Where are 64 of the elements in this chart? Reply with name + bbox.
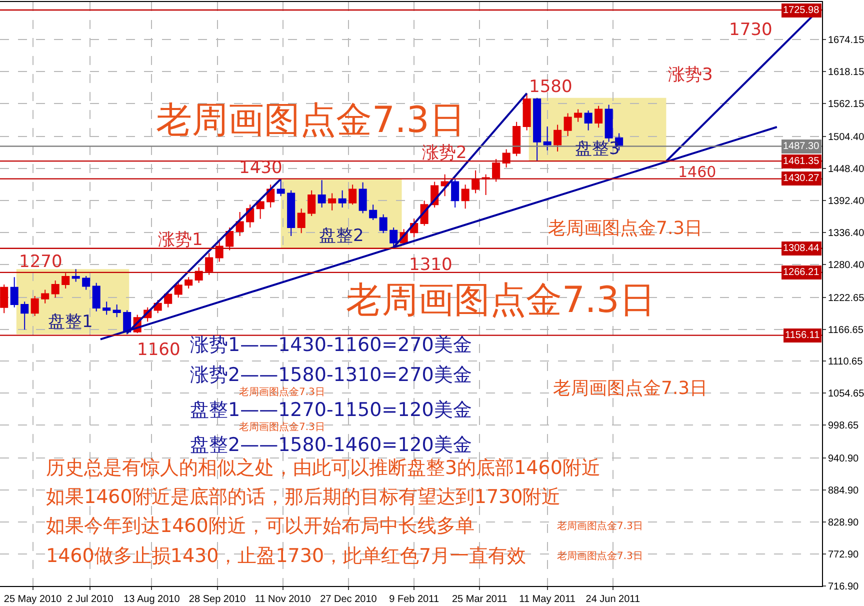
annotation: 1430 [239, 158, 282, 178]
annotation: 盘整2——1580-1460=120美金 [190, 434, 472, 456]
x-tick-label: 28 Sep 2010 [188, 594, 246, 605]
ref-line-label: 1156.11 [785, 330, 820, 341]
annotation: 1160 [137, 340, 180, 360]
annotation: 涨势1——1430-1160=270美金 [190, 334, 472, 356]
annotation: 1270 [19, 252, 62, 272]
y-tick-label: 1280.40 [828, 260, 864, 271]
annotation: 涨势2 [422, 143, 467, 163]
ref-line-label: 1266.21 [783, 267, 820, 278]
annotation: 涨势3 [668, 65, 713, 85]
annotation: 历史总是有惊人的相似之处，由此可以推断盘整3的底部1460附近 [46, 457, 600, 479]
annotation: 涨势2——1580-1310=270美金 [190, 364, 472, 386]
y-tick-label: 884.90 [828, 486, 860, 497]
y-tick-label: 998.65 [828, 420, 860, 432]
y-tick-label: 1166.65 [828, 324, 864, 336]
annotation: 老周画图点金7.3日 [156, 100, 466, 141]
x-tick-label: 24 Jun 2011 [586, 594, 640, 605]
ref-line-label: 1461.35 [783, 156, 820, 167]
x-tick-label: 27 Dec 2010 [320, 594, 378, 605]
x-tick-label: 11 Nov 2010 [254, 594, 312, 605]
y-tick-label: 1336.40 [828, 228, 864, 239]
annotation: 老周画图点金7.3日 [239, 421, 325, 433]
annotation: 1460 [678, 163, 716, 181]
ref-line-label: 1487.30 [783, 141, 820, 152]
y-tick-label: 1054.65 [828, 388, 864, 400]
annotation: 1310 [409, 255, 452, 275]
annotation: 老周画图点金7.3日 [346, 280, 656, 321]
x-tick-label: 25 Mar 2011 [452, 594, 508, 605]
x-tick-label: 9 Feb 2011 [389, 594, 440, 605]
y-tick-label: 828.90 [828, 518, 860, 529]
x-tick-label: 25 May 2010 [4, 594, 62, 605]
band-label: 盘整1 [48, 312, 93, 332]
ref-line-label: 1308.44 [783, 243, 820, 254]
y-tick-label: 1110.65 [828, 356, 864, 368]
ref-line-label: 1430.27 [783, 173, 820, 184]
annotation: 老周画图点金7.3日 [239, 386, 325, 398]
annotation: 盘整1——1270-1150=120美金 [190, 399, 472, 421]
annotation: 1730 [729, 20, 772, 40]
ref-line-label: 1725.98 [783, 5, 820, 16]
annotation: 如果今年到达1460附近，可以开始布局中长线多单 [46, 515, 474, 537]
y-tick-label: 940.90 [828, 454, 860, 465]
y-tick-label: 1562.15 [828, 99, 864, 110]
annotation: 涨势1 [158, 230, 203, 250]
x-tick-label: 11 May 2011 [519, 594, 576, 605]
annotation: 老周画图点金7.3日 [557, 550, 643, 562]
y-tick-label: 1392.40 [828, 196, 864, 207]
y-tick-label: 1674.15 [828, 35, 864, 46]
x-tick-label: 13 Aug 2010 [124, 594, 180, 605]
annotation: 如果1460附近是底部的话，那后期的目标有望达到1730附近 [46, 486, 561, 508]
band-label: 盘整2 [319, 226, 364, 246]
annotation: 1460做多止损1430，止盈1730，此单红色7月一直有效 [46, 545, 526, 567]
y-tick-label: 1618.15 [828, 67, 864, 78]
band-label: 盘整3 [575, 139, 620, 159]
annotation: 1580 [529, 77, 572, 97]
annotation: 老周画图点金7.3日 [548, 218, 703, 239]
y-tick-label: 1448.40 [828, 164, 864, 175]
x-tick-label: 2 Jul 2010 [67, 594, 114, 605]
y-tick-label: 772.90 [828, 550, 860, 561]
y-tick-label: 1222.65 [828, 292, 864, 304]
annotation: 老周画图点金7.3日 [553, 378, 708, 399]
y-tick-label: 1504.40 [828, 132, 864, 143]
y-tick-label: 716.90 [828, 582, 860, 592]
annotation: 老周画图点金7.3日 [557, 520, 643, 532]
